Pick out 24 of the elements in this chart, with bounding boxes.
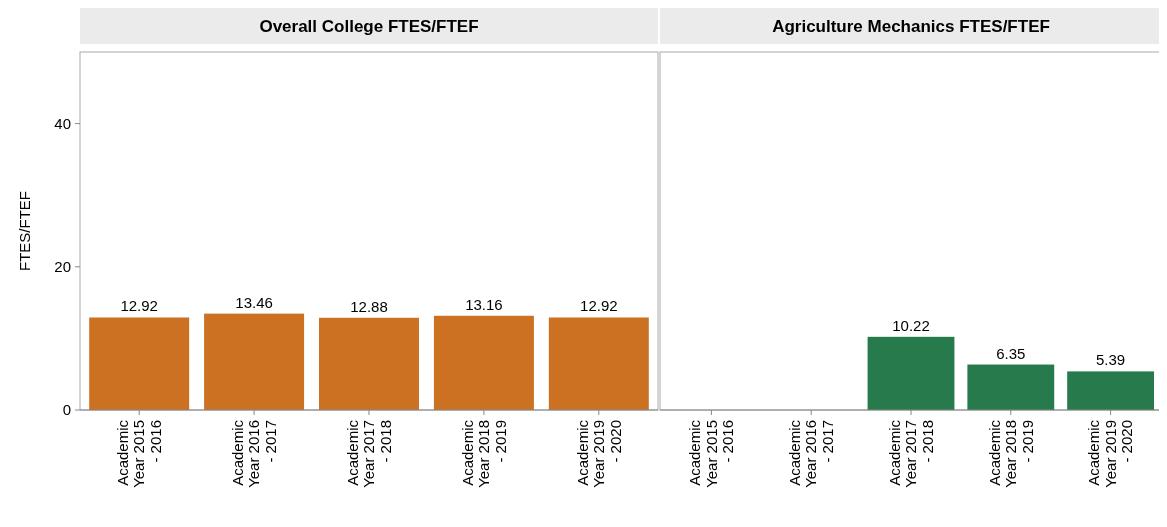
x-tick-label: Academic Year 2017 - 2018: [885, 419, 936, 488]
y-tick-label: 0: [62, 401, 71, 418]
x-tick-label: Academic Year 2016 - 2017: [228, 419, 279, 488]
x-tick-label: Academic Year 2016 - 2017: [785, 419, 836, 488]
x-tick-label: Academic Year 2015 - 2016: [686, 419, 737, 488]
x-tick-label: Academic Year 2017 - 2018: [343, 419, 394, 488]
x-tick-label: Academic Year 2018 - 2019: [985, 419, 1036, 488]
data-label: 12.92: [120, 297, 158, 315]
data-label: 5.39: [1096, 351, 1126, 369]
chart-title: Overall College FTES/FTEF: [259, 17, 479, 36]
y-tick-label: 40: [54, 114, 71, 132]
x-tick-label: Academic Year 2018 - 2019: [458, 419, 509, 488]
data-label: 12.88: [350, 297, 388, 315]
data-label: 13.16: [465, 295, 503, 313]
x-tick-label: Academic Year 2015 - 2016: [113, 419, 164, 488]
data-label: 13.46: [235, 293, 273, 311]
data-label: 10.22: [892, 316, 930, 334]
chart-title: Agriculture Mechanics FTES/FTEF: [772, 17, 1050, 36]
data-label: 12.92: [580, 297, 618, 315]
x-tick-label: Academic Year 2019 - 2020: [1085, 419, 1136, 488]
x-tick-label: Academic Year 2019 - 2020: [573, 419, 624, 488]
data-label: 6.35: [996, 344, 1026, 362]
y-tick-label: 20: [54, 257, 71, 275]
y-axis-title: FTES/FTEF: [16, 191, 33, 271]
